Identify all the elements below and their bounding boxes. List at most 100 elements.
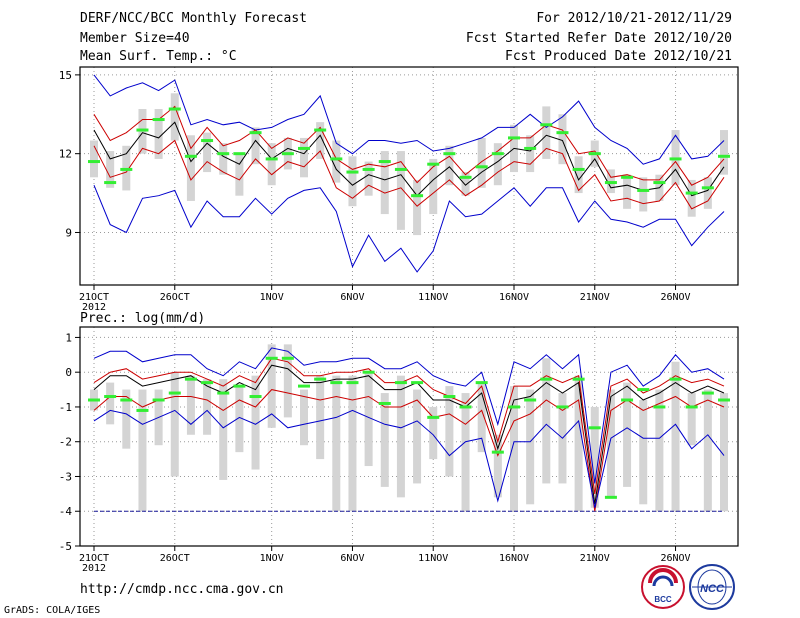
prec-ytick-label: -5 (59, 540, 72, 553)
prec-series-lower (93, 389, 725, 512)
temp-ensemble-box (170, 93, 179, 141)
prec-obs-marker (524, 398, 537, 402)
temp-ensemble-box (154, 109, 163, 159)
temp-obs-marker (718, 154, 730, 158)
temp-xtick-label: 21OCT (79, 292, 109, 303)
prec-obs-marker (152, 398, 165, 402)
prec-ytick-label: -4 (59, 505, 73, 518)
prec-ensemble-box (703, 389, 712, 512)
temp-obs-marker (362, 167, 375, 171)
prec-obs-marker (459, 405, 472, 409)
prec-obs-marker (217, 391, 230, 395)
temp-obs-marker (104, 181, 117, 185)
footer-url[interactable]: http://cmdp.ncc.cma.gov.cn (80, 582, 284, 597)
prec-obs-marker (718, 398, 730, 402)
prec-series-max (93, 347, 725, 484)
temp-obs-marker (88, 160, 100, 164)
prec-ensemble-box (106, 382, 115, 425)
prec-obs-marker (233, 384, 246, 388)
temp-obs-marker (346, 170, 359, 174)
temp-xtick-label: 26OCT (160, 292, 190, 303)
prec-ensemble-box (364, 372, 373, 467)
prec-ytick-label: -2 (59, 436, 72, 449)
prec-obs-marker (88, 398, 100, 402)
prec-obs-marker (201, 381, 214, 385)
prec-ensemble-box (510, 386, 518, 512)
prec-obs-marker (475, 381, 488, 385)
temp-obs-marker (604, 181, 617, 185)
temp-ensemble-box (186, 135, 195, 201)
temp-xtick-label: 6NOV (340, 292, 364, 303)
prec-ensemble-box (623, 382, 632, 487)
prec-ensemble-box (348, 375, 357, 512)
temp-xtick-label: 11NOV (418, 292, 448, 303)
temp-ensemble-box (720, 130, 728, 175)
prec-obs-marker (637, 388, 650, 392)
prec-obs-marker (330, 381, 343, 385)
temp-series-max (93, 74, 725, 165)
prec-obs-marker (556, 405, 569, 409)
temp-ensemble-box (219, 143, 228, 175)
temp-obs-marker (427, 162, 440, 166)
temp-obs-marker (572, 167, 585, 171)
prec-obs-marker (184, 377, 197, 381)
prec-obs-marker (443, 395, 456, 399)
prec-obs-marker (588, 426, 601, 430)
temp-obs-marker (459, 175, 472, 179)
temp-obs-marker (701, 186, 714, 190)
prec-ensemble-box (413, 389, 422, 484)
prec-xtick-label: 11NOV (418, 553, 448, 564)
temp-xtick-label: 1NOV (260, 292, 284, 303)
prec-ensemble-box (219, 379, 228, 480)
prec-obs-marker (346, 381, 359, 385)
prec-xtick-label: 26NOV (660, 553, 690, 564)
prec-ensemble-box (251, 375, 260, 470)
fcst-produced-label: Fcst Produced Date 2012/10/21 (505, 49, 732, 64)
temp-obs-marker (281, 152, 294, 156)
temp-obs-marker (265, 157, 278, 161)
temp-ensemble-box (364, 161, 373, 196)
temp-obs-marker (330, 157, 343, 161)
prec-obs-marker (411, 381, 424, 385)
temp-obs-marker (411, 194, 424, 198)
prec-series-mean (93, 364, 725, 505)
prec-obs-marker (249, 395, 262, 399)
temp-obs-marker (669, 157, 682, 161)
temp-ensemble-box (90, 140, 98, 178)
prec-obs-marker (265, 356, 278, 360)
prec-xtick-label: 6NOV (340, 553, 364, 564)
prec-ytick-label: -1 (59, 401, 72, 414)
variable-label-top: Mean Surf. Temp.: °C (80, 49, 237, 64)
prec-obs-marker (540, 377, 553, 381)
prec-ytick-label: 0 (65, 366, 72, 379)
grads-credit: GrADS: COLA/IGES (4, 605, 101, 616)
prec-ensemble-box (720, 393, 728, 512)
prec-ensemble-box (445, 386, 454, 477)
prec-ensemble-box (283, 344, 292, 418)
prec-obs-marker (378, 401, 391, 405)
prec-ensemble-box (542, 358, 551, 484)
temp-obs-marker (588, 152, 601, 156)
prec-year-label: 2012 (82, 563, 106, 574)
prec-obs-marker (281, 356, 294, 360)
temp-ytick-label: 12 (59, 148, 72, 161)
temp-obs-marker (540, 123, 553, 127)
prec-ensemble-box (526, 389, 535, 505)
prec-xtick-label: 16NOV (499, 553, 529, 564)
prec-ensemble-box (380, 393, 389, 487)
prec-obs-marker (120, 398, 133, 402)
temp-obs-marker (475, 165, 488, 169)
temp-obs-marker (314, 128, 327, 132)
temp-obs-marker (184, 154, 197, 158)
prec-series-upper (93, 357, 725, 494)
temp-series-upper (93, 105, 725, 186)
prec-xtick-label: 1NOV (260, 553, 284, 564)
temp-ensemble-box (235, 153, 244, 196)
prec-ensemble-box (122, 389, 131, 449)
prec-obs-marker (491, 450, 504, 454)
temp-xtick-label: 21NOV (580, 292, 610, 303)
prec-ensemble-box (396, 375, 405, 498)
temp-ensemble-box (461, 172, 470, 196)
prec-ensemble-box (639, 400, 648, 505)
temp-xtick-label: 16NOV (499, 292, 529, 303)
